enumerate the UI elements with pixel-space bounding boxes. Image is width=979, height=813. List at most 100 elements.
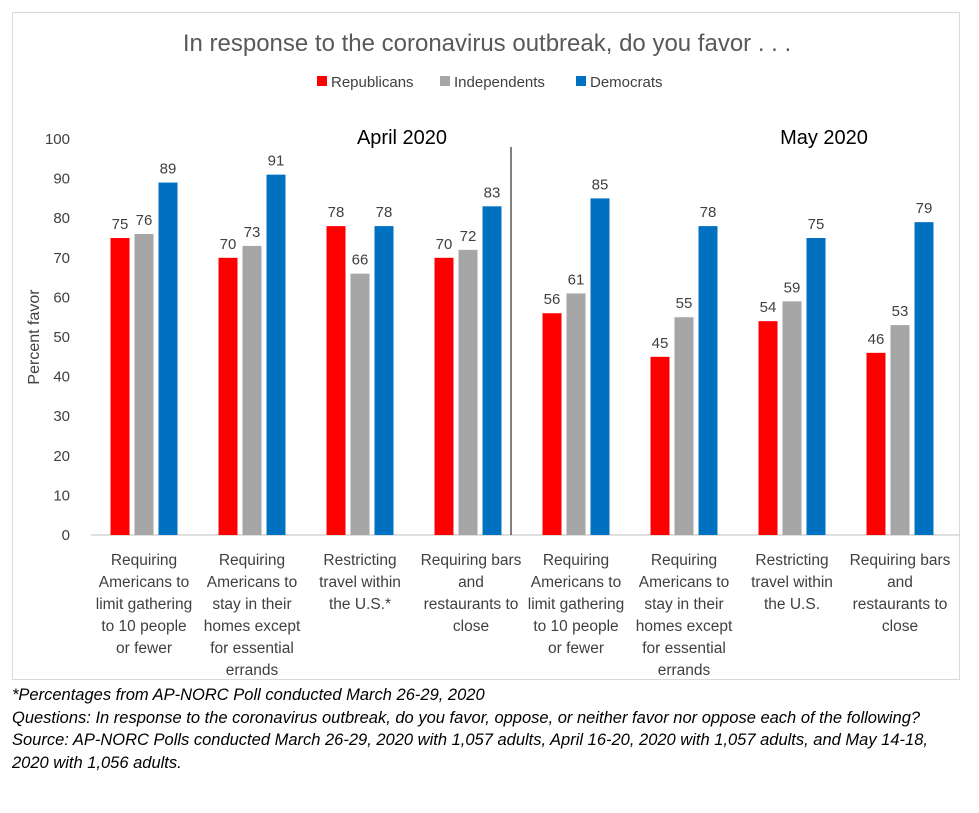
category-label: limit gathering xyxy=(528,596,625,613)
category-label: to 10 people xyxy=(101,618,186,635)
y-tick-label: 20 xyxy=(53,448,70,465)
category-label: homes except xyxy=(204,618,301,635)
bar-democrats xyxy=(698,226,718,535)
data-label: 56 xyxy=(544,291,561,308)
category-label: Restricting xyxy=(323,552,396,569)
category-label: for essential xyxy=(210,640,294,657)
y-tick-label: 10 xyxy=(53,487,70,504)
period-heading: May 2020 xyxy=(780,127,868,149)
category-label: limit gathering xyxy=(96,596,193,613)
data-label: 53 xyxy=(892,303,909,320)
category-label: or fewer xyxy=(548,640,604,657)
bar-independents xyxy=(350,273,370,535)
bar-democrats xyxy=(266,174,286,535)
data-label: 66 xyxy=(352,252,369,269)
bar-independents xyxy=(458,249,478,535)
category-label: Requiring bars xyxy=(850,552,951,569)
category-label: homes except xyxy=(636,618,733,635)
category-label: for essential xyxy=(642,640,726,657)
data-label: 73 xyxy=(244,224,261,241)
category-label: stay in their xyxy=(644,596,723,613)
note-questions: Questions: In response to the coronaviru… xyxy=(12,708,921,727)
category-label: stay in their xyxy=(212,596,291,613)
category-label: Requiring bars xyxy=(421,552,522,569)
category-label: travel within xyxy=(751,574,833,591)
bar-republicans xyxy=(542,313,562,535)
chart-title: In response to the coronavirus outbreak,… xyxy=(183,30,791,57)
chart-notes: *Percentages from AP-NORC Poll conducted… xyxy=(12,684,967,774)
category-label: and xyxy=(887,574,913,591)
y-tick-label: 100 xyxy=(45,131,70,148)
bar-republicans xyxy=(434,257,454,535)
data-label: 54 xyxy=(760,299,777,316)
legend-swatch-democrats xyxy=(576,76,586,86)
category-label: Requiring xyxy=(651,552,717,569)
category-label: Restricting xyxy=(755,552,828,569)
bar-republicans xyxy=(110,238,130,535)
bar-independents xyxy=(674,317,694,535)
category-label: travel within xyxy=(319,574,401,591)
note-source: Source: AP-NORC Polls conducted March 26… xyxy=(12,731,928,772)
note-asterisk: *Percentages from AP-NORC Poll conducted… xyxy=(12,686,485,704)
y-tick-label: 80 xyxy=(53,210,70,227)
category-label: Requiring xyxy=(543,552,609,569)
data-label: 75 xyxy=(808,216,825,233)
bar-chart: In response to the coronavirus outbreak,… xyxy=(26,30,959,679)
data-label: 75 xyxy=(112,216,129,233)
data-label: 76 xyxy=(136,212,153,229)
bar-independents xyxy=(890,325,910,535)
category-label: Americans to xyxy=(207,574,297,591)
category-label: Americans to xyxy=(639,574,729,591)
data-label: 72 xyxy=(460,228,477,245)
legend-label-independents: Independents xyxy=(454,74,545,91)
bar-democrats xyxy=(806,238,826,535)
bar-democrats xyxy=(914,222,934,535)
data-label: 85 xyxy=(592,176,609,193)
bar-republicans xyxy=(650,356,670,535)
y-tick-label: 30 xyxy=(53,408,70,425)
category-label: Requiring xyxy=(111,552,177,569)
bar-republicans xyxy=(758,321,778,535)
data-label: 78 xyxy=(328,204,345,221)
data-label: 70 xyxy=(436,236,453,253)
data-label: 79 xyxy=(916,200,933,217)
category-label: to 10 people xyxy=(533,618,618,635)
bar-independents xyxy=(782,301,802,535)
data-label: 78 xyxy=(700,204,717,221)
y-tick-label: 50 xyxy=(53,329,70,346)
category-label: errands xyxy=(658,662,711,679)
category-label: the U.S.* xyxy=(329,596,391,613)
bar-independents xyxy=(134,234,154,536)
category-label: Requiring xyxy=(219,552,285,569)
data-label: 89 xyxy=(160,161,177,178)
category-label: restaurants to xyxy=(424,596,519,613)
bar-republicans xyxy=(218,257,238,535)
bar-republicans xyxy=(866,352,886,535)
category-label: and xyxy=(458,574,484,591)
legend-label-democrats: Democrats xyxy=(590,74,663,91)
bar-independents xyxy=(242,245,262,536)
y-tick-label: 0 xyxy=(62,527,70,544)
period-heading: April 2020 xyxy=(357,127,447,149)
legend-swatch-republicans xyxy=(317,76,327,86)
category-label: close xyxy=(882,618,918,635)
data-label: 59 xyxy=(784,279,801,296)
data-label: 91 xyxy=(268,153,285,170)
category-label: Americans to xyxy=(99,574,189,591)
bar-democrats xyxy=(482,206,502,535)
y-tick-label: 40 xyxy=(53,369,70,386)
legend-label-republicans: Republicans xyxy=(331,74,414,91)
data-label: 70 xyxy=(220,236,237,253)
bar-republicans xyxy=(326,226,346,535)
data-label: 46 xyxy=(868,331,885,348)
category-label: or fewer xyxy=(116,640,172,657)
data-label: 61 xyxy=(568,271,585,288)
bar-democrats xyxy=(374,226,394,535)
chart-frame: In response to the coronavirus outbreak,… xyxy=(12,12,960,680)
data-label: 83 xyxy=(484,184,501,201)
data-label: 55 xyxy=(676,295,693,312)
y-axis-label: Percent favor xyxy=(26,289,43,385)
y-tick-label: 70 xyxy=(53,250,70,267)
legend-swatch-independents xyxy=(440,76,450,86)
data-label: 45 xyxy=(652,335,669,352)
